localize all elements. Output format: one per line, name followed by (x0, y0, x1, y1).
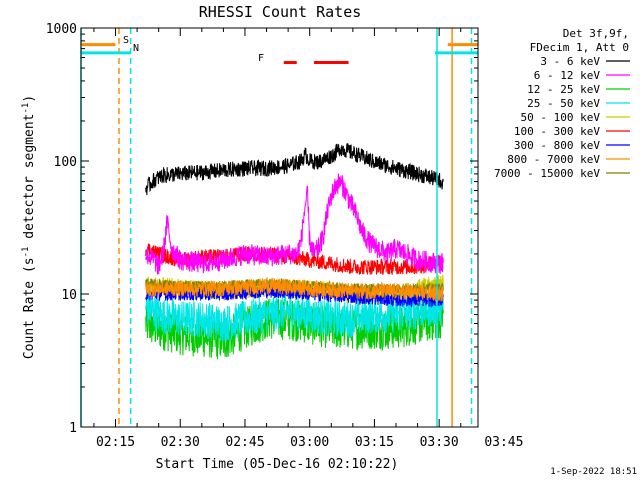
marker-f-label: F (258, 53, 264, 64)
legend-label: 7000 - 15000 keV (494, 167, 600, 180)
timestamp: 1-Sep-2022 18:51 (550, 467, 637, 477)
x-tick-label: 03:15 (355, 435, 394, 450)
x-tick-label: 02:45 (225, 435, 264, 450)
legend-label: 12 - 25 keV (527, 83, 600, 96)
marker-n-label: N (133, 43, 139, 54)
y-axis-label: Count Rate (s-1 detector segment-1) (21, 95, 37, 359)
y-tick-label: 10 (61, 288, 77, 303)
legend-label: 800 - 7000 keV (507, 153, 600, 166)
legend-label: 6 - 12 keV (534, 69, 601, 82)
chart-title: RHESSI Count Rates (199, 3, 362, 21)
series-6-12-kev (145, 173, 444, 275)
x-tick-label: 02:15 (96, 435, 135, 450)
legend-label: 300 - 800 keV (514, 139, 600, 152)
x-tick-label: 02:30 (161, 435, 200, 450)
legend-label: 25 - 50 keV (527, 97, 600, 110)
x-tick-label: 03:00 (290, 435, 329, 450)
y-tick-label: 1000 (46, 22, 77, 37)
y-tick-label: 100 (54, 155, 77, 170)
axis-layer: 02:15 02:30 02:45 03:00 03:15 03:30 03:45 1 10 10… (46, 22, 524, 450)
x-tick-label: 03:45 (484, 435, 523, 450)
series-layer (145, 143, 444, 360)
overlay-layer: SN F (80, 28, 478, 427)
x-tick-label: 03:30 (420, 435, 459, 450)
legend-header-line: FDecim 1, Att 0 (530, 41, 629, 54)
y-tick-label: 1 (69, 421, 77, 436)
x-axis-label: Start Time (05-Dec-16 02:10:22) (156, 457, 399, 472)
plot-frame (80, 27, 479, 428)
legend-label: 3 - 6 keV (540, 55, 600, 68)
legend-label: 50 - 100 keV (521, 111, 601, 124)
marker-s-label: S (123, 35, 129, 46)
legend-label: 100 - 300 keV (514, 125, 600, 138)
legend-header-line: Det 3f,9f, (563, 27, 629, 40)
series-3-6-kev (145, 143, 444, 196)
series-800-7000-kev (145, 277, 444, 303)
